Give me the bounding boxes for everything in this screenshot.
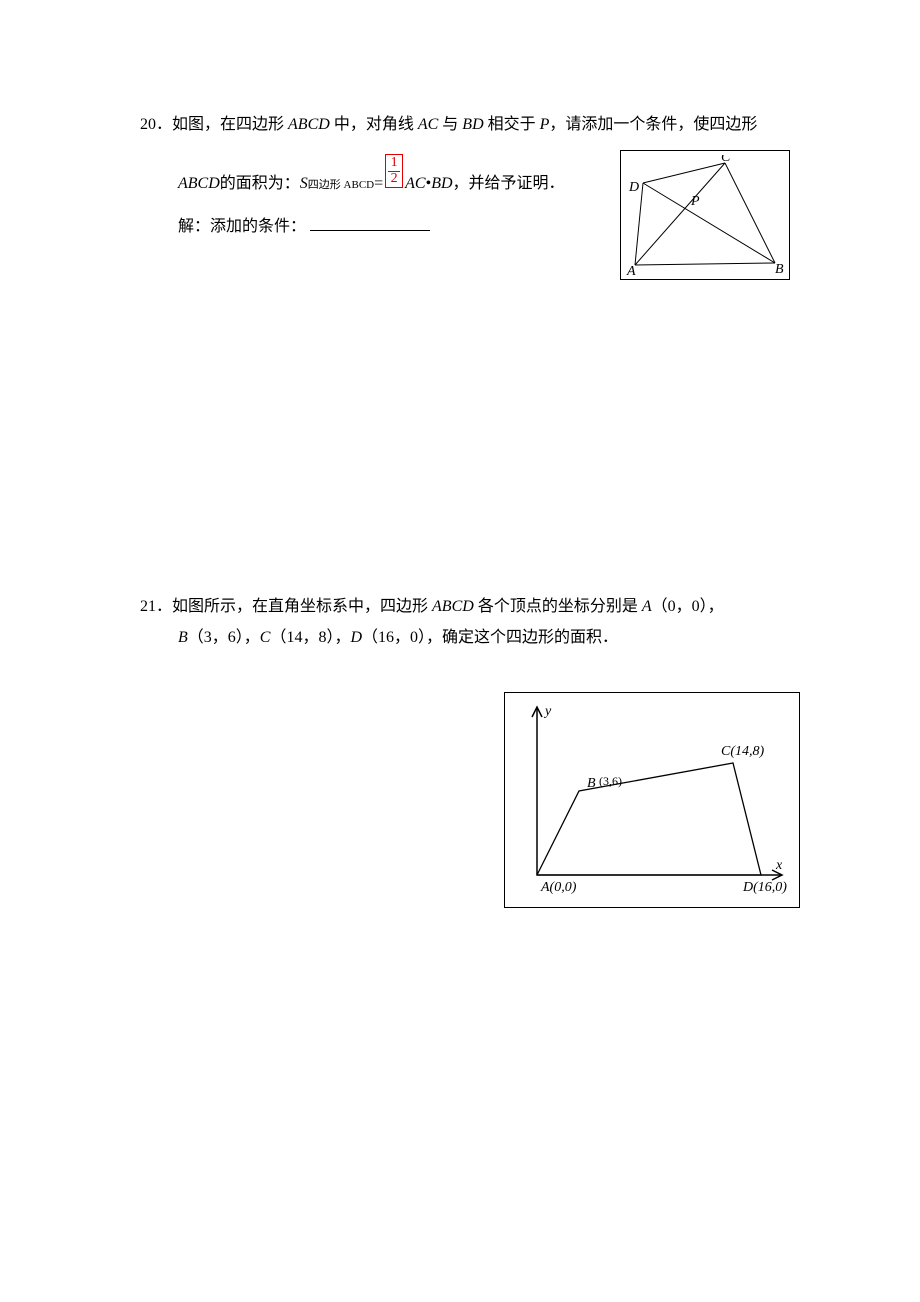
svg-text:(3,6): (3,6) bbox=[599, 774, 622, 788]
svg-text:C(14,8): C(14,8) bbox=[721, 744, 765, 759]
svg-text:A: A bbox=[626, 264, 636, 275]
figure1-svg: A B C D P bbox=[625, 155, 785, 275]
var-abcd: ABCD bbox=[178, 169, 220, 199]
var-ac: AC bbox=[405, 169, 425, 199]
var-ac: AC bbox=[418, 116, 438, 133]
var-abcd: ABCD bbox=[432, 598, 474, 615]
coord-d: （16，0），确定这个四边形的面积． bbox=[362, 623, 618, 653]
figure-quadrilateral-abcd: A B C D P bbox=[620, 150, 790, 280]
text: 如图所示，在直角坐标系中，四边形 bbox=[172, 598, 432, 615]
var-abcd: ABCD bbox=[288, 116, 330, 133]
problem-20: 20．如图，在四边形 ABCD 中，对角线 AC 与 BD 相交于 P，请添加一… bbox=[140, 110, 780, 242]
text: 解：添加的条件： bbox=[178, 212, 306, 242]
svg-text:B: B bbox=[775, 262, 784, 275]
text: ，并给予证明． bbox=[453, 169, 565, 199]
fraction-denominator: 2 bbox=[386, 171, 402, 187]
text: ，请添加一个条件，使四边形 bbox=[549, 116, 757, 133]
fraction-one-half: 1 2 bbox=[385, 154, 403, 188]
coord-a: （0，0）， bbox=[652, 598, 724, 615]
var-p: P bbox=[540, 116, 550, 133]
coord-c: （14，8）， bbox=[270, 623, 350, 653]
figure2-svg: x y A(0,0) B(3,6) C(14,8) D(16,0) bbox=[507, 695, 797, 905]
var-a: A bbox=[642, 598, 652, 615]
svg-text:D: D bbox=[628, 180, 639, 195]
text: 与 bbox=[438, 116, 462, 133]
text: 中，对角线 bbox=[330, 116, 418, 133]
problem-21-line1: 21．如图所示，在直角坐标系中，四边形 ABCD 各个顶点的坐标分别是 A（0，… bbox=[140, 592, 780, 622]
text: 如图，在四边形 bbox=[172, 116, 288, 133]
figure-coordinate-abcd: x y A(0,0) B(3,6) C(14,8) D(16,0) bbox=[504, 692, 800, 908]
subscript: 四边形 ABCD bbox=[308, 175, 374, 196]
problem-21: 21．如图所示，在直角坐标系中，四边形 ABCD 各个顶点的坐标分别是 A（0，… bbox=[140, 592, 780, 653]
text: 相交于 bbox=[484, 116, 540, 133]
var-b: B bbox=[178, 623, 188, 653]
svg-text:C: C bbox=[721, 155, 731, 165]
answer-blank bbox=[310, 214, 430, 231]
var-s: S bbox=[300, 169, 308, 199]
svg-text:P: P bbox=[690, 194, 700, 209]
page: 20．如图，在四边形 ABCD 中，对角线 AC 与 BD 相交于 P，请添加一… bbox=[0, 0, 920, 1302]
var-c: C bbox=[260, 623, 271, 653]
var-bd: BD bbox=[462, 116, 483, 133]
fraction-numerator: 1 bbox=[386, 155, 402, 171]
var-bd: BD bbox=[431, 169, 452, 199]
problem-number: 20． bbox=[140, 116, 172, 133]
svg-text:B: B bbox=[587, 776, 596, 791]
coord-b: （3，6）， bbox=[188, 623, 260, 653]
svg-text:D(16,0): D(16,0) bbox=[742, 880, 787, 895]
text: 各个顶点的坐标分别是 bbox=[474, 598, 642, 615]
equals: = bbox=[374, 169, 383, 199]
svg-text:x: x bbox=[775, 858, 783, 873]
svg-text:y: y bbox=[543, 704, 552, 719]
var-d: D bbox=[350, 623, 362, 653]
svg-text:A(0,0): A(0,0) bbox=[540, 880, 577, 895]
problem-number: 21． bbox=[140, 598, 172, 615]
problem-20-line1: 20．如图，在四边形 ABCD 中，对角线 AC 与 BD 相交于 P，请添加一… bbox=[140, 110, 780, 140]
text: 的面积为： bbox=[220, 169, 300, 199]
problem-21-line2: B（3，6），C（14，8），D（16，0），确定这个四边形的面积． bbox=[140, 623, 780, 653]
